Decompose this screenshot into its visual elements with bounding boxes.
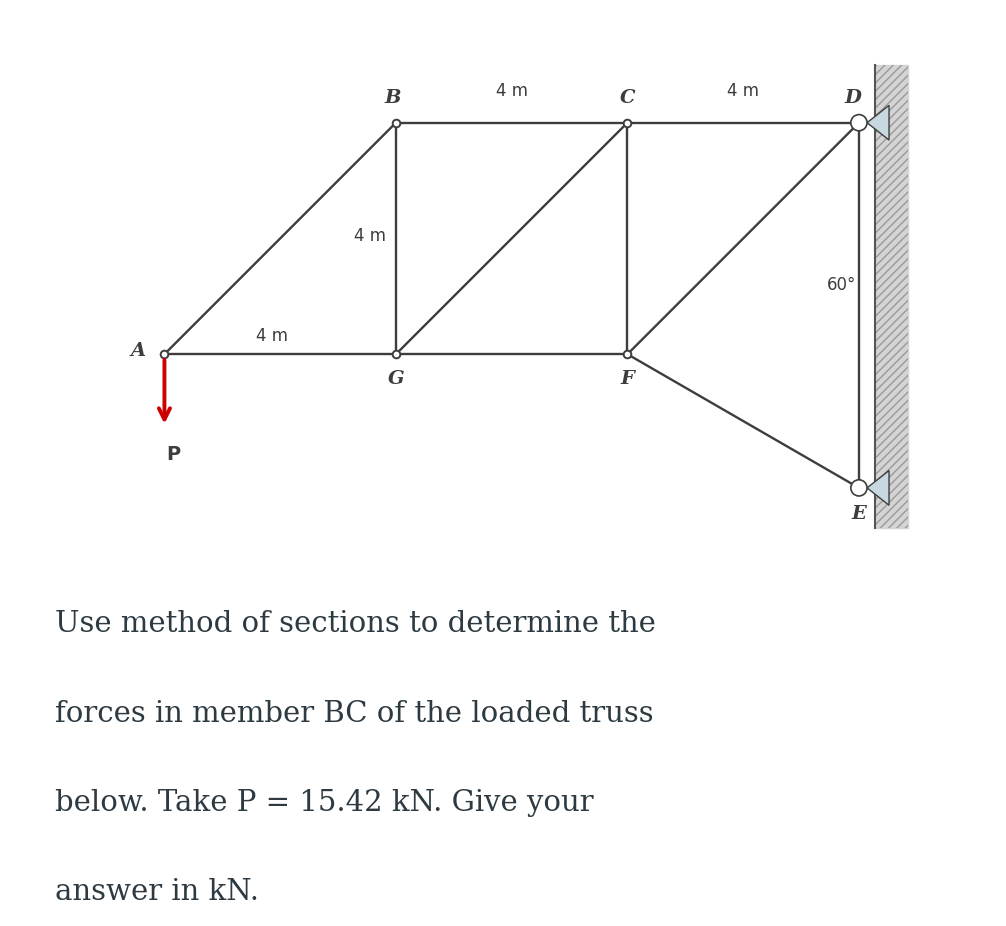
Circle shape bbox=[851, 115, 867, 131]
Text: F: F bbox=[621, 369, 635, 387]
Text: 4 m: 4 m bbox=[727, 81, 760, 100]
Text: B: B bbox=[384, 90, 401, 107]
Polygon shape bbox=[867, 106, 889, 140]
Text: E: E bbox=[851, 505, 866, 523]
Circle shape bbox=[851, 480, 867, 496]
Text: C: C bbox=[620, 90, 635, 107]
Text: A: A bbox=[131, 343, 146, 360]
Text: 60°: 60° bbox=[827, 276, 856, 294]
Text: 4 m: 4 m bbox=[496, 81, 528, 100]
Text: 4 m: 4 m bbox=[354, 227, 386, 244]
Polygon shape bbox=[867, 470, 889, 506]
Text: forces in member BC of the loaded truss: forces in member BC of the loaded truss bbox=[54, 699, 653, 728]
Text: D: D bbox=[845, 90, 861, 107]
Bar bbox=[874, 65, 908, 528]
Text: G: G bbox=[387, 369, 404, 387]
Text: 4 m: 4 m bbox=[256, 327, 288, 344]
Text: P: P bbox=[166, 445, 180, 464]
Bar bbox=[874, 65, 908, 528]
Text: Use method of sections to determine the: Use method of sections to determine the bbox=[54, 610, 656, 639]
Text: below. Take P = 15.42 kN. Give your: below. Take P = 15.42 kN. Give your bbox=[54, 789, 594, 817]
Text: answer in kN.: answer in kN. bbox=[54, 878, 259, 906]
